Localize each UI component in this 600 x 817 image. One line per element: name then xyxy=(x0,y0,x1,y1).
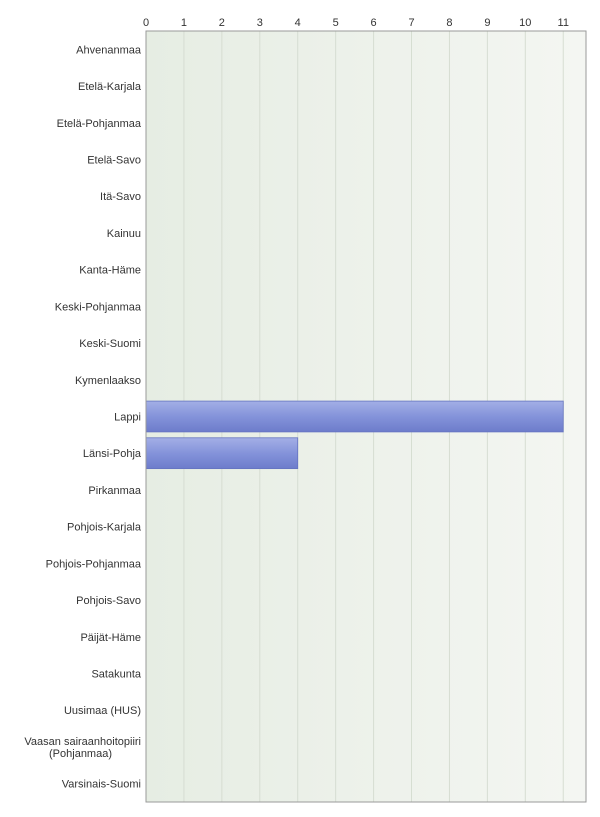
category-label: Kymenlaakso xyxy=(75,375,141,387)
x-tick-label: 2 xyxy=(219,17,225,29)
x-tick-label: 0 xyxy=(143,17,149,29)
category-label: Pohjois-Karjala xyxy=(67,522,142,534)
category-label: Pohjois-Pohjanmaa xyxy=(46,558,142,570)
x-tick-label: 10 xyxy=(519,17,531,29)
category-label: Etelä-Pohjanmaa xyxy=(57,118,142,130)
category-label: Lappi xyxy=(114,412,141,424)
plot-border xyxy=(145,30,587,803)
category-label: Kanta-Häme xyxy=(79,265,141,277)
category-label: Keski-Suomi xyxy=(79,338,141,350)
category-label: Etelä-Karjala xyxy=(78,81,142,93)
x-tick-label: 3 xyxy=(257,17,263,29)
category-label: Varsinais-Suomi xyxy=(62,779,141,791)
category-label: Etelä-Savo xyxy=(87,155,141,167)
category-label: Päijät-Häme xyxy=(80,632,141,644)
x-tick-label: 8 xyxy=(446,17,452,29)
bar xyxy=(145,437,299,470)
x-tick-label: 7 xyxy=(408,17,414,29)
x-axis-ticks: 0 1 2 3 4 5 6 7 8 9 10 11 xyxy=(143,17,569,29)
x-tick-label: 1 xyxy=(181,17,187,29)
category-label: Satakunta xyxy=(91,669,141,681)
category-labels: Ahvenanmaa Etelä-Karjala Etelä-Pohjanmaa Et… xyxy=(24,44,141,790)
category-label: Itä-Savo xyxy=(100,191,141,203)
category-label: Vaasan sairaanhoitopiiri (Pohjanmaa) xyxy=(24,736,141,760)
category-label: Uusimaa (HUS) xyxy=(64,705,141,717)
x-tick-label: 4 xyxy=(295,17,301,29)
category-label: Ahvenanmaa xyxy=(76,44,142,56)
category-label: Kainuu xyxy=(107,228,141,240)
category-label: Länsi-Pohja xyxy=(83,448,142,460)
category-label: Pohjois-Savo xyxy=(76,595,141,607)
bars xyxy=(145,400,564,470)
x-tick-label: 11 xyxy=(558,17,569,29)
x-tick-label: 5 xyxy=(333,17,339,29)
x-tick-label: 6 xyxy=(371,17,377,29)
bar xyxy=(145,400,564,433)
category-label: Keski-Pohjanmaa xyxy=(55,301,142,313)
category-label: Pirkanmaa xyxy=(88,485,141,497)
x-tick-label: 9 xyxy=(484,17,490,29)
